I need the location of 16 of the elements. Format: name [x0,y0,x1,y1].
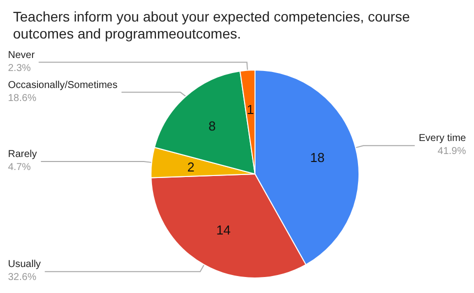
text: 18 [310,150,325,166]
data-label: 4.7% [8,162,31,174]
slice-label: Usually [8,259,41,270]
slice-label: Never [8,50,36,61]
text: 2 [187,159,195,174]
text: 14 [216,222,231,238]
slice-label: Rarely [8,149,37,160]
data-label: 41.9% [438,146,466,158]
data-label: 2.3% [8,62,31,74]
slice-label: Every time [418,133,466,144]
text: 8 [208,118,216,134]
data-label: 18.6% [8,92,36,104]
data-label: 32.6% [8,272,36,284]
slice-label: Occasionally/Sometimes [8,80,118,91]
chart-title: Teachers inform you about your expected competencies, course outcomes and programmeoutcomes. [13,8,414,42]
text: 1 [246,102,254,118]
